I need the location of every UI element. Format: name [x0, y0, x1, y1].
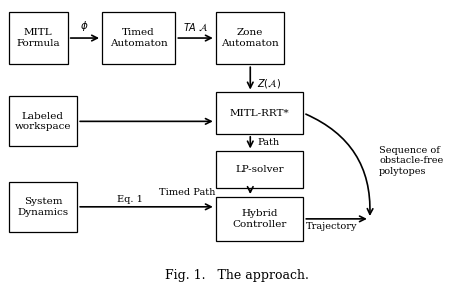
FancyBboxPatch shape [216, 197, 303, 241]
Text: Path: Path [257, 138, 279, 147]
Text: Fig. 1.   The approach.: Fig. 1. The approach. [165, 269, 309, 282]
FancyArrowPatch shape [306, 114, 373, 214]
Text: Timed
Automaton: Timed Automaton [110, 28, 167, 48]
Text: Eq. 1: Eq. 1 [118, 195, 143, 204]
Text: Timed Path: Timed Path [159, 188, 216, 197]
Text: System
Dynamics: System Dynamics [18, 197, 68, 217]
Text: $Z(\mathcal{A})$: $Z(\mathcal{A})$ [257, 77, 281, 89]
Text: MITL
Formula: MITL Formula [16, 28, 60, 48]
Text: Labeled
workspace: Labeled workspace [15, 111, 71, 131]
Text: $TA\ \mathcal{A}$: $TA\ \mathcal{A}$ [183, 22, 209, 34]
FancyBboxPatch shape [102, 12, 175, 64]
Text: $\phi$: $\phi$ [80, 19, 89, 34]
FancyBboxPatch shape [9, 96, 77, 146]
FancyBboxPatch shape [9, 12, 68, 64]
FancyBboxPatch shape [216, 151, 303, 188]
Text: Sequence of
obstacle-free
polytopes: Sequence of obstacle-free polytopes [379, 146, 444, 176]
Text: Trajectory: Trajectory [306, 222, 357, 231]
Text: MITL-RRT*: MITL-RRT* [230, 109, 289, 118]
Text: Zone
Automaton: Zone Automaton [221, 28, 279, 48]
Text: LP-solver: LP-solver [235, 165, 284, 174]
FancyBboxPatch shape [216, 92, 303, 134]
FancyBboxPatch shape [216, 12, 284, 64]
Text: Hybrid
Controller: Hybrid Controller [232, 209, 287, 229]
FancyBboxPatch shape [9, 182, 77, 232]
